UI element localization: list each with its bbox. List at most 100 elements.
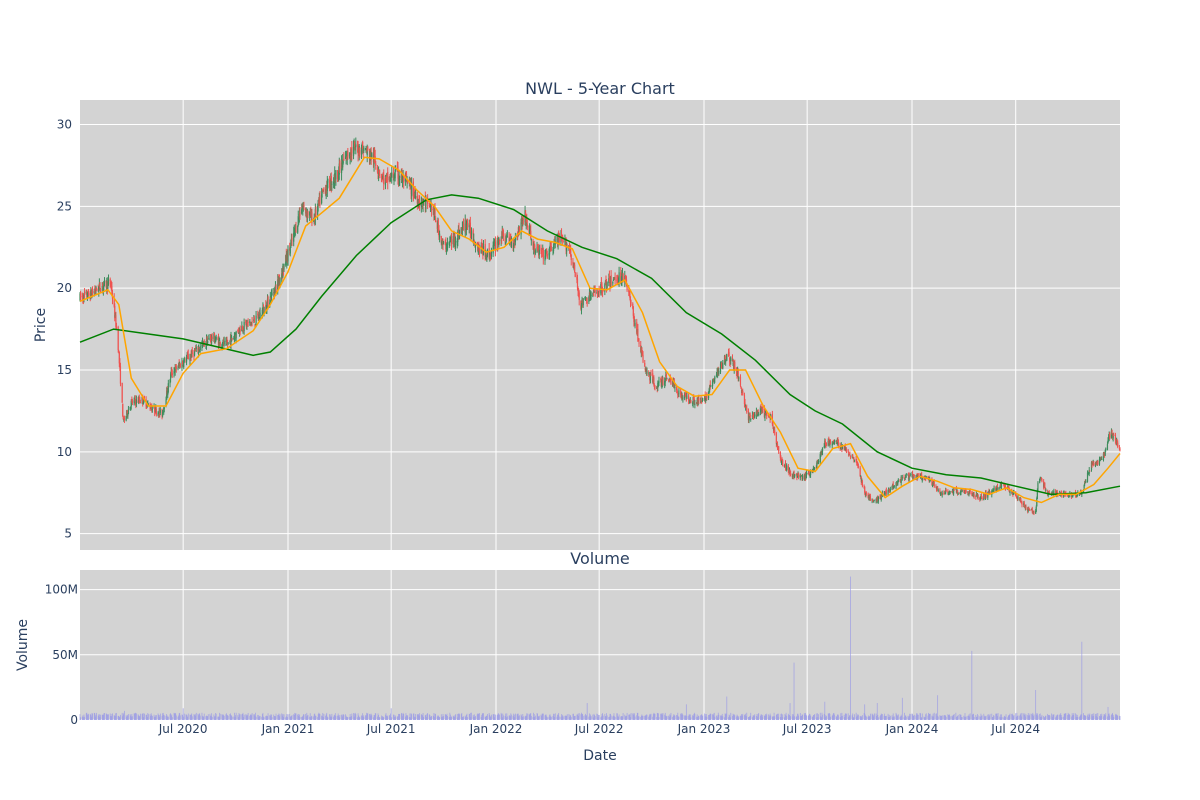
- volume-bar: [700, 715, 702, 720]
- volume-bar: [277, 715, 279, 720]
- volume-bar: [91, 712, 93, 720]
- volume-bar: [166, 715, 168, 720]
- volume-bar: [550, 716, 552, 720]
- volume-bar: [775, 714, 777, 720]
- volume-bar: [1057, 714, 1059, 720]
- volume-bar: [119, 716, 121, 720]
- volume-bar: [1013, 716, 1014, 720]
- volume-bar: [518, 715, 520, 720]
- volume-bar: [1096, 713, 1098, 720]
- candle-body: [648, 372, 650, 375]
- volume-bar: [373, 715, 375, 720]
- candle-body: [1021, 502, 1023, 506]
- candle-body: [302, 207, 304, 209]
- candle-body: [171, 369, 173, 375]
- volume-bar: [374, 715, 376, 720]
- x-tick-label: Jul 2020: [158, 722, 208, 736]
- volume-bar: [123, 712, 125, 720]
- candle-body: [1093, 462, 1095, 466]
- volume-bar: [425, 714, 427, 720]
- volume-bar: [1020, 713, 1022, 720]
- candle-body: [670, 379, 672, 385]
- volume-bar: [597, 714, 598, 720]
- candle-body: [576, 276, 578, 280]
- candle-body: [684, 393, 686, 399]
- volume-bar: [149, 714, 151, 720]
- volume-bar: [997, 713, 999, 720]
- volume-bar: [730, 712, 732, 720]
- volume-bar: [822, 714, 823, 720]
- volume-bar: [917, 714, 919, 720]
- candle-body: [500, 239, 502, 242]
- volume-bar: [548, 716, 550, 720]
- candle-body: [741, 389, 743, 393]
- volume-bar: [1027, 713, 1029, 720]
- volume-bar: [713, 713, 715, 720]
- volume-bar: [1103, 716, 1104, 720]
- candle-body: [319, 195, 321, 206]
- volume-bar: [1025, 714, 1027, 720]
- candle-body: [267, 297, 269, 307]
- volume-bar: [342, 714, 344, 720]
- volume-y-tick-label: 100M: [45, 583, 78, 597]
- volume-bar: [441, 716, 443, 720]
- volume-bar: [221, 714, 223, 720]
- candle-body: [163, 407, 165, 409]
- candle-body: [1035, 510, 1037, 514]
- candle-body: [714, 376, 716, 380]
- candle-body: [528, 225, 530, 233]
- x-tick-label: Jul 2021: [366, 722, 416, 736]
- volume-bar: [1100, 714, 1102, 720]
- volume-bar: [410, 717, 411, 720]
- volume-bar: [305, 716, 307, 720]
- volume-bar: [474, 716, 476, 720]
- volume-bar: [868, 716, 870, 720]
- volume-bar: [881, 714, 883, 720]
- candle-body: [909, 474, 911, 477]
- candle-body: [173, 372, 176, 374]
- candle-body: [199, 346, 201, 350]
- candle-body: [1102, 453, 1105, 461]
- volume-bar: [842, 715, 843, 720]
- volume-bar: [669, 715, 671, 720]
- candle-body: [993, 487, 995, 491]
- volume-bar: [151, 715, 153, 720]
- candle-body: [364, 148, 367, 150]
- volume-bar: [1072, 714, 1074, 720]
- volume-bar: [830, 716, 831, 720]
- volume-bar: [88, 713, 89, 720]
- volume-bar: [227, 715, 228, 720]
- candle-body: [971, 492, 973, 495]
- candle-body: [166, 390, 168, 401]
- volume-bar: [122, 716, 124, 720]
- volume-bar: [848, 715, 850, 720]
- volume-bar: [696, 714, 698, 720]
- volume-bar: [644, 715, 646, 720]
- volume-bar: [258, 717, 260, 720]
- candle-body: [99, 282, 101, 290]
- volume-bar: [919, 712, 921, 720]
- candle-body: [617, 279, 619, 283]
- volume-bar: [944, 716, 946, 720]
- volume-bar: [684, 715, 686, 720]
- volume-bar: [859, 715, 861, 720]
- candle-body: [376, 167, 379, 173]
- candle-body: [538, 249, 540, 255]
- volume-bar: [673, 714, 675, 720]
- candle-body: [1023, 502, 1025, 507]
- volume-bar: [609, 713, 611, 720]
- volume-bar: [752, 717, 753, 720]
- volume-bar: [485, 715, 487, 720]
- volume-bar: [888, 714, 890, 720]
- volume-bar: [1075, 713, 1076, 720]
- volume-bar: [456, 713, 458, 720]
- candle-body: [824, 441, 826, 444]
- volume-bar: [1072, 715, 1074, 720]
- volume-bar: [409, 713, 411, 720]
- candle-body: [122, 403, 124, 417]
- candle-body: [218, 339, 220, 344]
- candle-body: [154, 410, 156, 414]
- volume-bar: [209, 713, 211, 720]
- volume-bar: [973, 713, 974, 720]
- volume-bar: [596, 713, 598, 720]
